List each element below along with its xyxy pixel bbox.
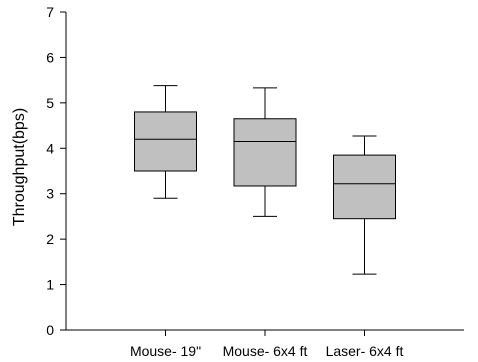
- boxes: [134, 85, 396, 275]
- y-tick-label: 0: [46, 322, 54, 338]
- x-tick-label: Mouse- 19": [130, 343, 201, 359]
- box-1: [134, 85, 197, 199]
- y-tick-label: 7: [46, 4, 54, 20]
- y-tick-label: 3: [46, 186, 54, 202]
- y-tick-label: 4: [46, 140, 54, 156]
- y-tick-label: 5: [46, 95, 54, 111]
- x-tick-label: Laser- 6x4 ft: [326, 343, 404, 359]
- box-3: [333, 135, 396, 275]
- box-2: [233, 87, 297, 217]
- y-tick-label: 6: [46, 49, 54, 65]
- iqr-box: [134, 111, 197, 172]
- y-tick-label: 2: [46, 231, 54, 247]
- y-axis-title: Throughput(bps): [11, 108, 28, 226]
- iqr-box: [233, 118, 297, 187]
- x-axis: Mouse- 19" Mouse- 6x4 ft Laser- 6x4 ft: [66, 329, 464, 359]
- iqr-box: [333, 154, 396, 220]
- x-tick-label: Mouse- 6x4 ft: [223, 343, 308, 359]
- y-axis: 0 1 2 3 4 5 6 7: [46, 4, 67, 338]
- y-tick-label: 1: [46, 277, 54, 293]
